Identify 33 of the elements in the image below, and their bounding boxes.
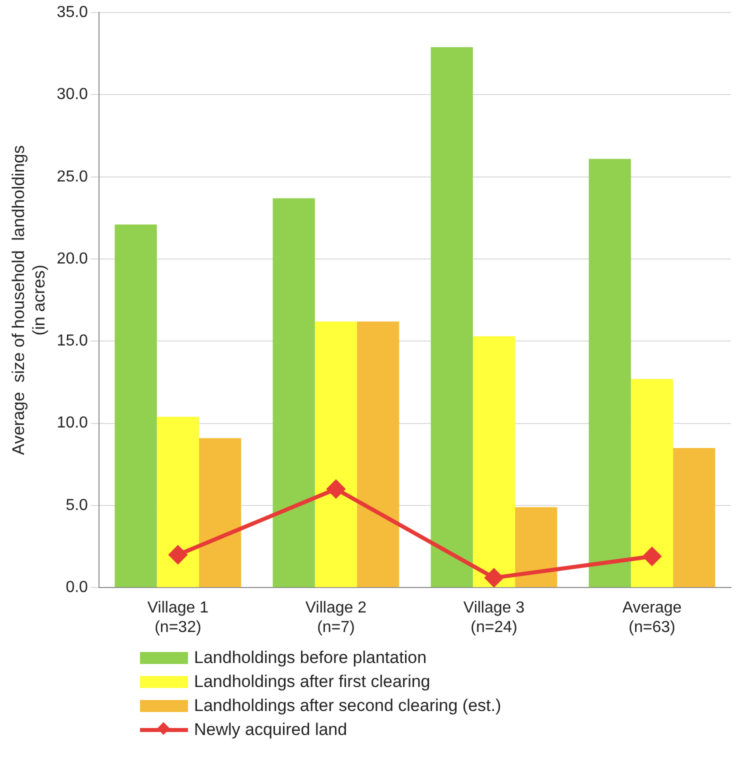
bar [630, 378, 674, 588]
y-tick-label: 35.0 [56, 4, 88, 22]
bar [272, 198, 315, 588]
x-tick-label: Village 2 (n=7) [305, 600, 367, 636]
y-tick-label: 10.0 [56, 414, 88, 432]
x-tick-label: Average (n=63) [622, 600, 682, 636]
bar [588, 158, 631, 588]
bar [430, 47, 473, 588]
bar [673, 448, 716, 588]
y-tick-label: 0.0 [66, 579, 88, 596]
y-tick-label: 15.0 [56, 332, 88, 350]
y-tick-label: 5.0 [66, 496, 88, 514]
y-tick-label: 25.0 [56, 168, 88, 186]
point [326, 480, 345, 498]
legend-label: Landholdings before plantation [194, 648, 427, 668]
y-tick-label: 30.0 [56, 86, 88, 104]
bar [114, 224, 157, 588]
bar [156, 416, 200, 588]
bar [314, 321, 358, 588]
bar [515, 507, 558, 588]
y-axis-title: Average size of household landholdings (in acres) [8, 145, 48, 455]
x-tick-label: Village 1 (n=32) [147, 600, 209, 636]
bar [357, 321, 400, 588]
legend-label: Landholdings after first clearing [194, 672, 430, 692]
legend-label: Landholdings after second clearing (est.) [194, 696, 502, 716]
bar [199, 438, 242, 588]
point [484, 568, 503, 587]
y-tick-label: 20.0 [56, 250, 88, 268]
x-tick-label: Village 3 (n=24) [463, 600, 525, 636]
legend-label: Newly acquired land [194, 720, 348, 740]
point [642, 547, 661, 566]
bar [472, 336, 516, 588]
point [168, 546, 187, 564]
